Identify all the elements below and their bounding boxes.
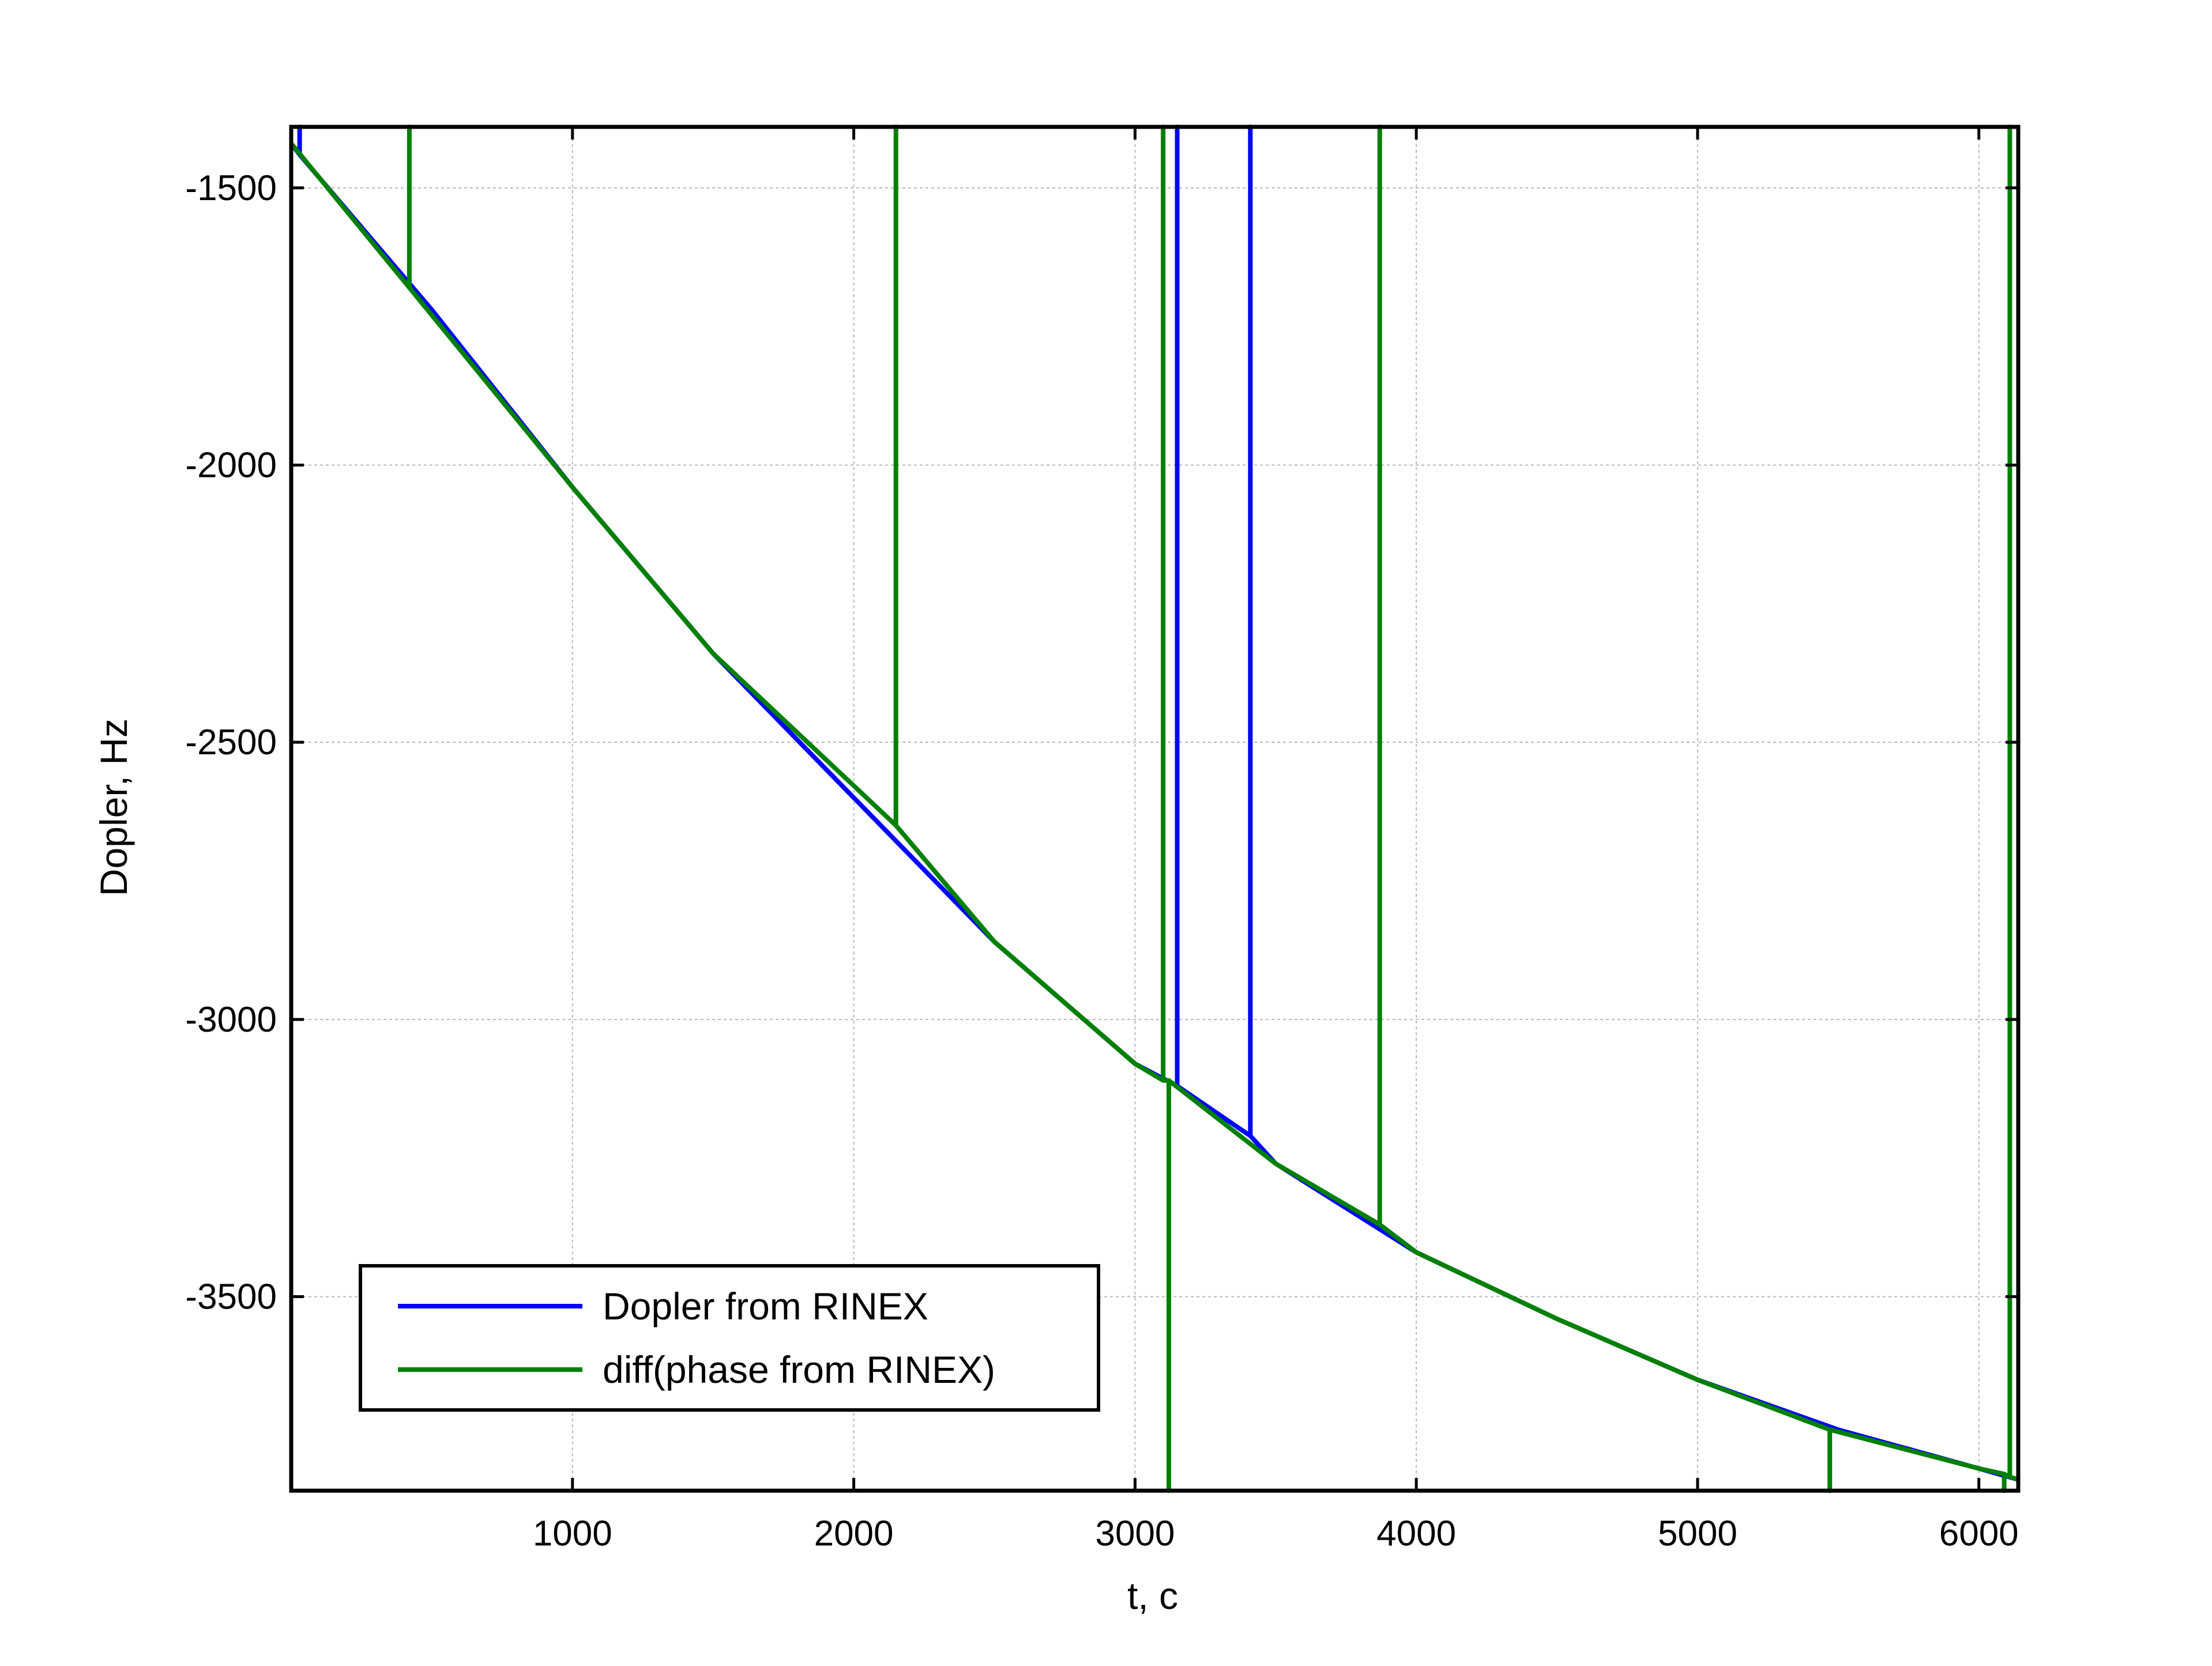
series-line-diff-phase [289, 125, 2019, 1493]
x-tick-label: 6000 [1939, 1514, 2019, 1554]
legend-box [359, 1264, 1100, 1412]
x-tick-label: 1000 [533, 1514, 612, 1554]
x-tick-label: 5000 [1658, 1514, 1737, 1554]
legend-label-diff-phase: diff(phase from RINEX) [603, 1348, 995, 1391]
x-tick-label: 3000 [1095, 1514, 1175, 1554]
y-tick-label: -3500 [185, 1277, 277, 1317]
y-tick-label: -2000 [185, 445, 277, 485]
plot-frame [289, 125, 2021, 1493]
y-tick-label: -3000 [185, 1000, 277, 1040]
x-tick-label: 2000 [814, 1514, 894, 1554]
grid [291, 127, 2018, 1491]
legend: Dopler from RINEX diff(phase from RINEX) [359, 1264, 1100, 1412]
tick-labels: 1000 2000 3000 4000 5000 6000 -1500 -2000 -2500 -… [185, 168, 2018, 1554]
y-tick-label: -1500 [185, 168, 277, 208]
x-axis-label: t, c [1127, 1574, 1178, 1617]
ticks [291, 127, 2018, 1491]
legend-label-dopler: Dopler from RINEX [603, 1285, 928, 1327]
y-axis-label: Dopler, Hz [92, 719, 135, 896]
y-tick-label: -2500 [185, 723, 277, 762]
x-tick-label: 4000 [1376, 1514, 1456, 1554]
plot-area [291, 127, 2018, 1491]
